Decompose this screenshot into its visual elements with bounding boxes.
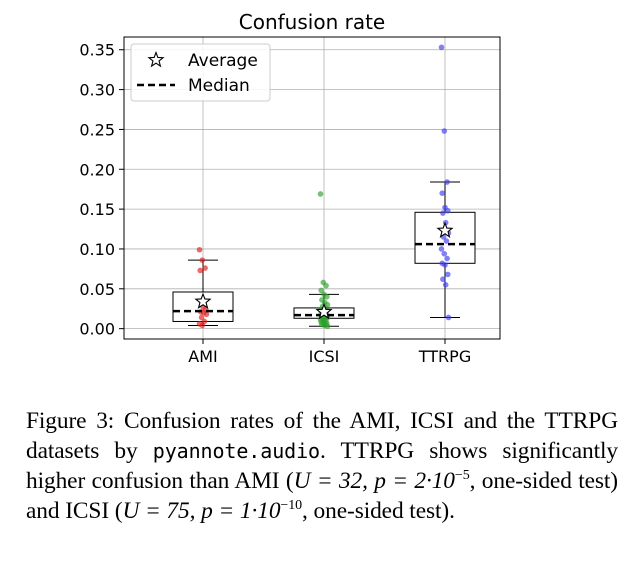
y-axis-ticks: 0.00 0.05 0.10 0.15 0.20 0.25 0.30 0.35 xyxy=(79,41,124,339)
legend-median-label: Median xyxy=(188,76,250,96)
x-tick-label: AMI xyxy=(188,347,217,366)
y-tick-label: 0.10 xyxy=(79,240,115,259)
y-tick-label: 0.00 xyxy=(79,320,115,339)
average-star-icon xyxy=(436,221,454,238)
legend: Average Median xyxy=(130,43,271,102)
data-point-ttrpg xyxy=(438,246,445,252)
data-point-ttrpg xyxy=(441,250,448,257)
legend-star-icon xyxy=(147,50,165,68)
box-ttrpg xyxy=(414,181,476,318)
data-point-icsi xyxy=(318,287,325,294)
y-tick-label: 0.30 xyxy=(79,81,115,100)
caption-stat1: U = 32, p = 2·10 xyxy=(293,468,455,494)
x-axis-ticks: AMI ICSI TTRPG xyxy=(188,339,471,366)
data-point-ttrpg xyxy=(438,44,445,51)
data-point-icsi xyxy=(324,293,330,300)
average-star-icon xyxy=(315,302,333,320)
data-point-icsi xyxy=(317,191,324,197)
data-point-ttrpg xyxy=(440,210,446,216)
data-point-ttrpg xyxy=(442,262,448,268)
caption-part4: , one-sided test). xyxy=(302,498,455,524)
data-point-ami xyxy=(197,267,203,274)
data-point-ttrpg xyxy=(445,207,451,214)
caption-part2: . TTRPG shows significantly higher confu… xyxy=(26,438,618,494)
data-point-ami xyxy=(198,314,205,321)
caption-exp2: −10 xyxy=(280,498,303,514)
data-point-icsi xyxy=(324,323,331,330)
caption-stat2: U = 75, p = 1·10 xyxy=(122,498,281,524)
y-tick-label: 0.25 xyxy=(79,120,115,139)
data-point-ttrpg xyxy=(445,271,451,278)
caption-part3: , one-sided test) and ICSI ( xyxy=(26,468,618,524)
data-point-icsi xyxy=(323,282,329,289)
confusion-rate-chart: Confusion rate 0.000.050.100.150.200.250… xyxy=(79,10,501,366)
y-tick-label: 0.05 xyxy=(79,280,115,299)
average-star-icon xyxy=(194,292,212,309)
data-point-ttrpg xyxy=(442,282,449,288)
data-point-ami xyxy=(199,257,206,263)
y-tick-label: 0.15 xyxy=(79,200,115,219)
data-point-ttrpg xyxy=(440,276,446,283)
data-point-ami xyxy=(196,246,203,253)
x-tick-label: TTRPG xyxy=(418,347,471,366)
caption-part1: Figure 3: Confusion rates of the AMI, IC… xyxy=(26,408,618,464)
chart-title: Confusion rate xyxy=(239,10,385,34)
data-point-ttrpg xyxy=(443,238,450,244)
y-tick-label: 0.35 xyxy=(79,41,115,60)
plot-frame xyxy=(123,36,501,340)
data-point-ttrpg xyxy=(444,179,450,185)
data-point-ami xyxy=(199,322,206,329)
data-point-ttrpg xyxy=(441,128,448,134)
caption-code: pyannote.audio xyxy=(152,439,320,463)
x-tick-label: ICSI xyxy=(309,347,340,366)
figure-caption: Figure 3: Confusion rates of the AMI, IC… xyxy=(26,406,618,526)
data-point-ttrpg xyxy=(439,190,446,196)
data-point-ttrpg xyxy=(444,255,450,262)
legend-frame xyxy=(130,43,271,102)
data-point-ami xyxy=(202,265,208,271)
data-point-ttrpg xyxy=(445,314,452,321)
legend-average-label: Average xyxy=(188,51,258,71)
y-tick-label: 0.20 xyxy=(79,160,115,179)
caption-exp1: −5 xyxy=(454,468,470,484)
data-point-ami xyxy=(203,311,210,318)
